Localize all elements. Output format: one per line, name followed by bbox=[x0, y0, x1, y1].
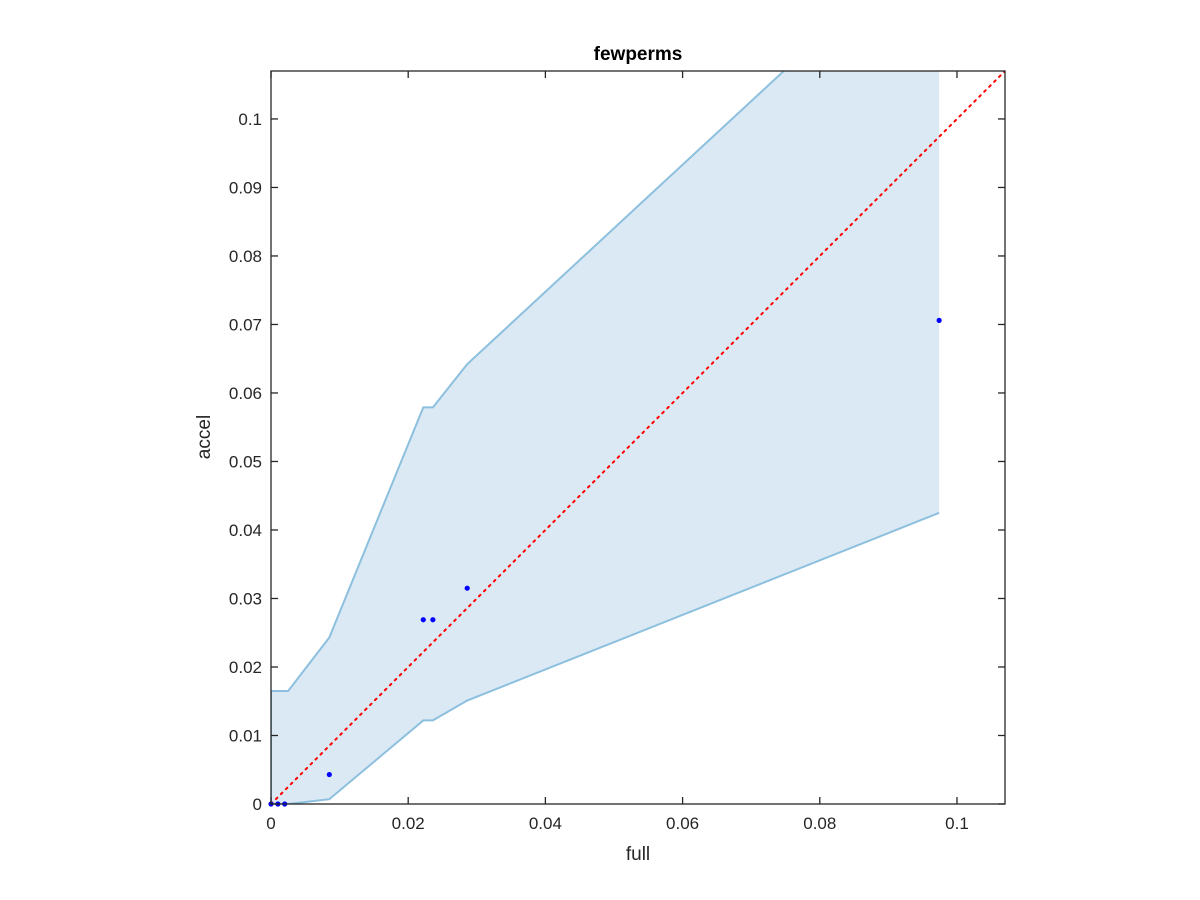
data-point bbox=[464, 585, 470, 591]
data-point bbox=[936, 317, 942, 323]
x-tick-label: 0.06 bbox=[666, 814, 699, 833]
x-tick-label: 0.1 bbox=[945, 814, 969, 833]
x-tick-label: 0 bbox=[266, 814, 275, 833]
chart-title: fewperms bbox=[594, 44, 683, 65]
x-tick-label: 0.02 bbox=[392, 814, 425, 833]
y-tick-label: 0.03 bbox=[229, 589, 262, 608]
y-tick-label: 0.05 bbox=[229, 452, 262, 471]
y-tick-label: 0.01 bbox=[229, 726, 262, 745]
y-axis-label: accel bbox=[194, 415, 215, 459]
data-point bbox=[420, 617, 426, 623]
y-tick-label: 0.1 bbox=[238, 110, 262, 129]
scatter-points bbox=[268, 317, 942, 807]
y-tick-label: 0.07 bbox=[229, 315, 262, 334]
y-tick-label: 0.06 bbox=[229, 384, 262, 403]
y-tick-label: 0.09 bbox=[229, 178, 262, 197]
y-axis-ticks: 0 0.01 0.02 0.03 0.04 0.05 0.06 0.07 0.08 0.09 0.1 bbox=[229, 110, 1005, 814]
x-tick-label: 0.08 bbox=[803, 814, 836, 833]
band-upper-edge bbox=[271, 71, 786, 692]
band-fill bbox=[271, 71, 940, 804]
x-tick-label: 0.04 bbox=[529, 814, 562, 833]
y-tick-label: 0.02 bbox=[229, 658, 262, 677]
confidence-band bbox=[271, 71, 940, 804]
y-tick-label: 0.08 bbox=[229, 247, 262, 266]
y-tick-label: 0 bbox=[253, 795, 262, 814]
x-axis-label: full bbox=[626, 844, 650, 865]
y-tick-label: 0.04 bbox=[229, 521, 262, 540]
band-lower-edge bbox=[271, 511, 940, 804]
data-point bbox=[430, 617, 436, 623]
x-axis-ticks: 0 0.02 0.04 0.06 0.08 0.1 bbox=[266, 71, 969, 833]
plot-area-frame bbox=[270, 70, 1006, 805]
data-point bbox=[326, 771, 332, 778]
reference-line bbox=[271, 71, 1005, 804]
identity-reference-line bbox=[271, 71, 1005, 804]
